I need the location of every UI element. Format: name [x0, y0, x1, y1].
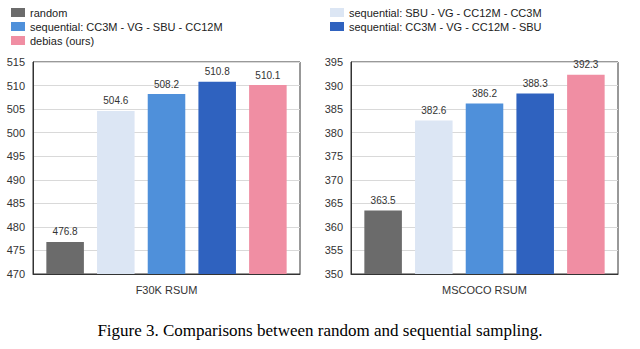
svg-text:375: 375	[325, 150, 343, 162]
svg-text:480: 480	[7, 221, 25, 233]
svg-text:sequential: SBU - VG - CC12M -: sequential: SBU - VG - CC12M - CC3M	[349, 7, 542, 19]
svg-text:476.8: 476.8	[53, 226, 78, 237]
svg-text:360: 360	[325, 221, 343, 233]
svg-text:510.8: 510.8	[205, 66, 230, 77]
svg-text:386.2: 386.2	[472, 88, 497, 99]
svg-text:495: 495	[7, 150, 25, 162]
svg-text:515: 515	[7, 56, 25, 68]
svg-text:random: random	[30, 7, 67, 19]
svg-text:475: 475	[7, 244, 25, 256]
svg-text:350: 350	[325, 268, 343, 280]
svg-text:385: 385	[325, 103, 343, 115]
svg-text:390: 390	[325, 80, 343, 92]
svg-text:sequential: CC3M - VG - SBU -: sequential: CC3M - VG - SBU - CC12M	[30, 21, 223, 33]
svg-text:392.3: 392.3	[573, 59, 598, 70]
svg-text:355: 355	[325, 244, 343, 256]
svg-text:508.2: 508.2	[154, 79, 179, 90]
svg-text:388.3: 388.3	[523, 78, 548, 89]
svg-text:sequential: CC3M - VG - CC12M: sequential: CC3M - VG - CC12M - SBU	[349, 21, 542, 33]
svg-text:380: 380	[325, 127, 343, 139]
svg-text:MSCOCO RSUM: MSCOCO RSUM	[442, 284, 527, 296]
svg-text:510: 510	[7, 80, 25, 92]
svg-text:500: 500	[7, 127, 25, 139]
svg-text:510.1: 510.1	[255, 70, 280, 81]
svg-text:382.6: 382.6	[421, 105, 446, 116]
svg-text:370: 370	[325, 174, 343, 186]
svg-text:debias (ours): debias (ours)	[30, 35, 94, 47]
svg-text:470: 470	[7, 268, 25, 280]
svg-text:504.6: 504.6	[103, 95, 128, 106]
html-text:Figure 3. Comparisons between: Figure 3. Comparisons between random and…	[97, 321, 543, 340]
svg-text:363.5: 363.5	[371, 195, 396, 206]
svg-text:365: 365	[325, 197, 343, 209]
svg-text:490: 490	[7, 174, 25, 186]
svg-text:485: 485	[7, 197, 25, 209]
svg-text:F30K RSUM: F30K RSUM	[136, 284, 198, 296]
svg-text:505: 505	[7, 103, 25, 115]
svg-text:395: 395	[325, 56, 343, 68]
